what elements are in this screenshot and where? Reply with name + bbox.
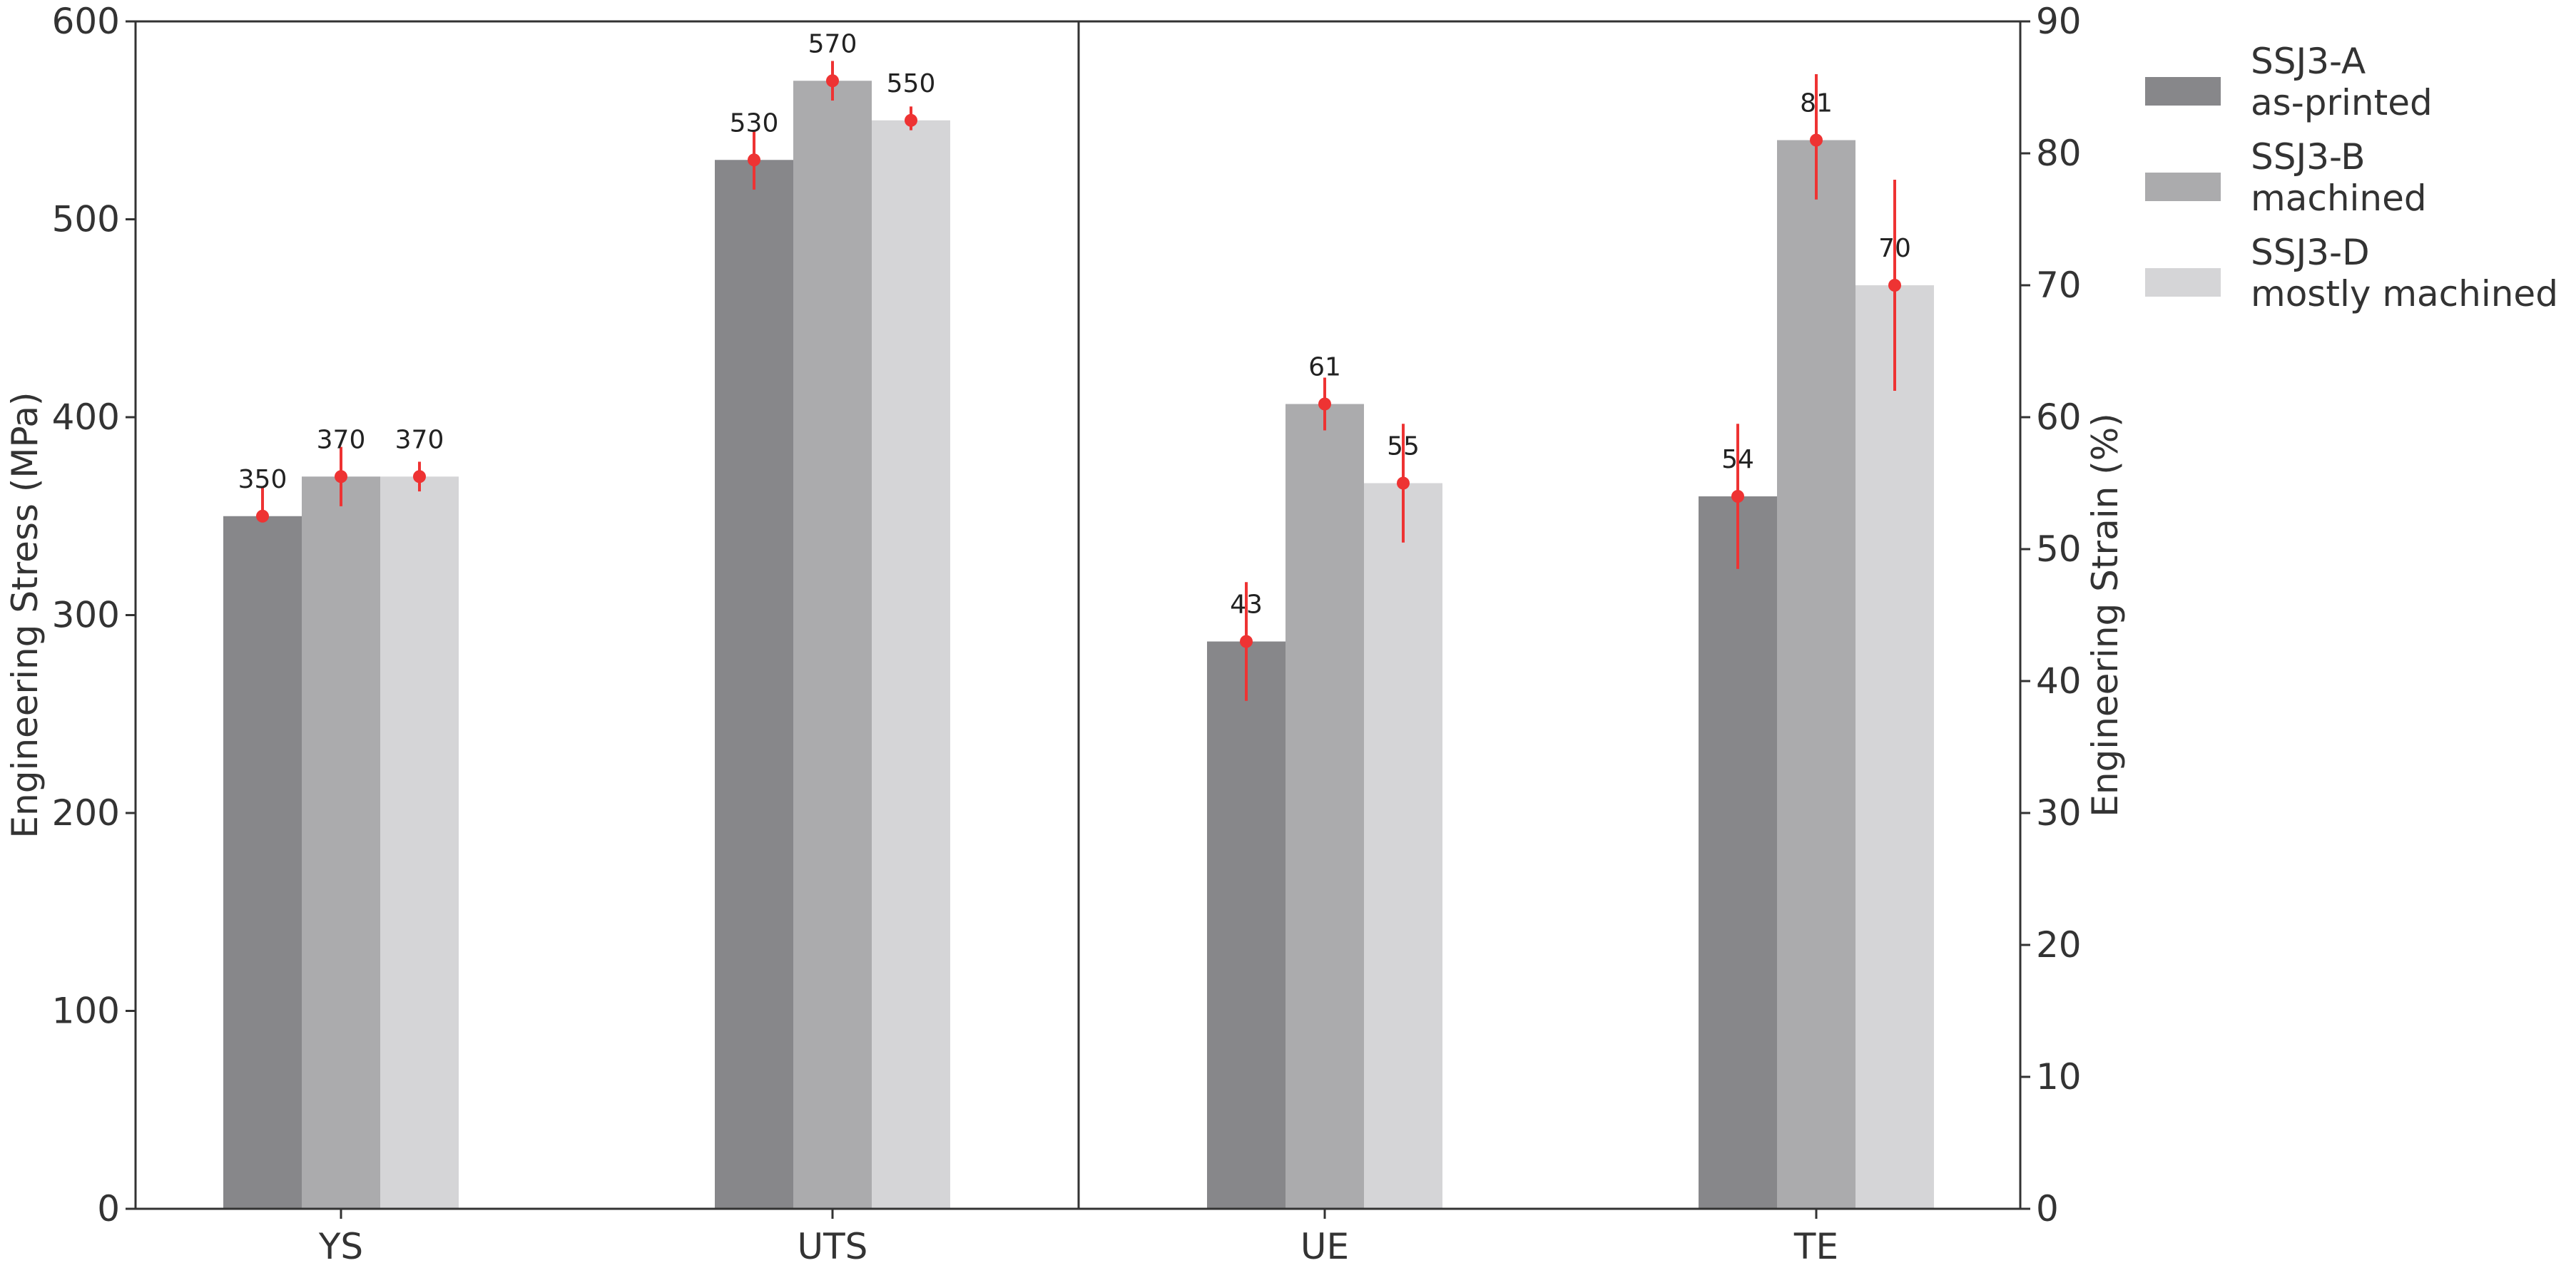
marker-te-series-3 <box>1888 279 1901 292</box>
legend-label-series-3: SSJ3-D mostly machined <box>2251 232 2558 315</box>
right-tick-label-50: 50 <box>2036 528 2082 570</box>
right-tick-label-80: 80 <box>2036 133 2082 174</box>
right-tick-label-60: 60 <box>2036 397 2082 438</box>
legend-swatch-series-2 <box>2145 173 2221 201</box>
right-tick-label-30: 30 <box>2036 792 2082 834</box>
data-label-ys-series-1: 350 <box>238 465 287 494</box>
bar-ys-series-2 <box>302 476 380 1209</box>
left-tick-label-100: 100 <box>52 991 120 1032</box>
bar-uts-series-3 <box>872 120 950 1209</box>
x-tick-label-uts: UTS <box>798 1226 868 1263</box>
bar-ys-series-1 <box>223 516 302 1209</box>
data-label-te-series-1: 54 <box>1721 445 1754 474</box>
right-tick-label-70: 70 <box>2036 265 2082 306</box>
right-axis-title: Engineering Strain (%) <box>2084 413 2126 817</box>
bar-ue-series-3 <box>1364 483 1442 1209</box>
right-tick-label-90: 90 <box>2036 1 2082 42</box>
left-tick-label-0: 0 <box>97 1188 120 1229</box>
errors-layer <box>256 61 1901 701</box>
marker-uts-series-2 <box>826 74 839 88</box>
left-tick-label-200: 200 <box>52 792 120 834</box>
bar-te-series-1 <box>1699 496 1777 1209</box>
left-tick-label-500: 500 <box>52 199 120 240</box>
left-tick-label-300: 300 <box>52 595 120 636</box>
marker-ys-series-3 <box>413 470 426 484</box>
right-tick-label-20: 20 <box>2036 924 2082 966</box>
x-tick-label-te: TE <box>1793 1226 1838 1263</box>
marker-te-series-1 <box>1731 490 1744 503</box>
legend-swatch-series-3 <box>2145 268 2221 297</box>
legend-label-series-1: SSJ3-A as-printed <box>2251 41 2433 123</box>
left-axis-title: Engineering Stress (MPa) <box>4 392 46 838</box>
data-label-uts-series-3: 550 <box>887 69 936 98</box>
marker-te-series-2 <box>1810 133 1823 147</box>
right-tick-label-40: 40 <box>2036 660 2082 702</box>
bar-ys-series-3 <box>380 476 459 1209</box>
bar-ue-series-2 <box>1286 404 1364 1209</box>
data-label-ue-series-3: 55 <box>1387 432 1420 461</box>
bar-te-series-3 <box>1855 285 1934 1209</box>
right-tick-label-10: 10 <box>2036 1056 2082 1098</box>
data-label-uts-series-1: 530 <box>730 108 779 138</box>
x-tick-label-ue: UE <box>1300 1226 1349 1263</box>
bar-uts-series-1 <box>715 160 793 1209</box>
data-label-ue-series-1: 43 <box>1230 590 1263 620</box>
marker-ue-series-1 <box>1240 635 1253 648</box>
data-label-uts-series-2: 570 <box>808 29 857 58</box>
data-label-ue-series-2: 61 <box>1308 353 1341 382</box>
legend-label-series-2: SSJ3-B machined <box>2251 136 2427 219</box>
legend-swatch-series-1 <box>2145 77 2221 106</box>
x-tick-label-ys: YS <box>318 1226 363 1263</box>
bars-layer <box>223 81 1934 1209</box>
legend-layer: SSJ3-A as-printed SSJ3-B machined SSJ3-D most… <box>2145 41 2558 315</box>
marker-ue-series-3 <box>1397 476 1410 490</box>
marker-uts-series-3 <box>905 113 917 127</box>
labels-layer: 350 530 43 54 370 570 61 81 370 550 55 70 <box>238 29 1911 619</box>
marker-ys-series-1 <box>256 509 269 523</box>
marker-ys-series-2 <box>335 470 347 484</box>
marker-ue-series-2 <box>1318 397 1331 411</box>
data-label-te-series-2: 81 <box>1800 89 1833 118</box>
left-tick-label-400: 400 <box>52 397 120 438</box>
bar-uts-series-2 <box>793 81 872 1209</box>
axes-layer: 0 100 200 300 400 500 600 0 10 20 30 40 50 60 70 80 90 YS… <box>4 1 2126 1263</box>
data-label-ys-series-2: 370 <box>317 425 366 454</box>
bar-te-series-2 <box>1777 140 1855 1209</box>
marker-uts-series-1 <box>748 153 760 167</box>
right-tick-label-0: 0 <box>2036 1188 2059 1229</box>
left-tick-label-600: 600 <box>52 1 120 42</box>
data-label-ys-series-3: 370 <box>395 425 444 454</box>
bar-ue-series-1 <box>1207 641 1286 1209</box>
data-label-te-series-3: 70 <box>1878 234 1911 263</box>
